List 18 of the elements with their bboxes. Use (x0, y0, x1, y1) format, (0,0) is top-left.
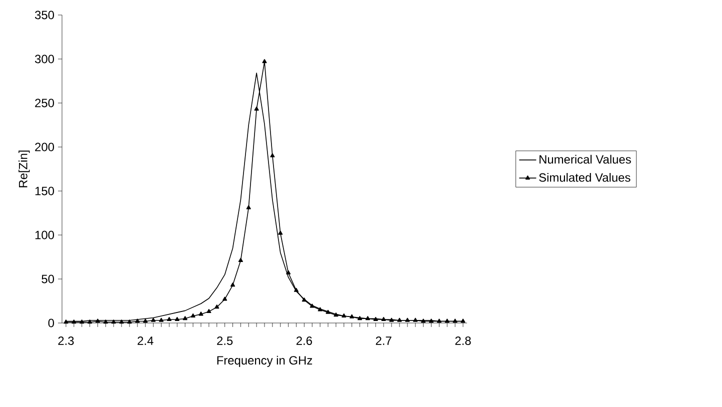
y-tick-label: 150 (35, 186, 54, 196)
legend-label: Numerical Values (540, 154, 631, 164)
x-tick-label: 2.3 (58, 336, 74, 345)
y-tick-label: 350 (34, 10, 54, 20)
y-axis-title: Re[Zin] (18, 150, 30, 188)
x-tick-label: 2.6 (296, 336, 312, 345)
y-tick-label: 0 (48, 318, 54, 328)
x-tick-label: 2.8 (455, 336, 471, 345)
y-tick-label: 100 (35, 230, 54, 240)
y-tick-label: 50 (42, 274, 54, 284)
x-tick-label: 2.7 (376, 336, 392, 345)
x-axis-title: Frequency in GHz (217, 356, 312, 367)
y-tick-label: 200 (35, 142, 54, 152)
legend-label: Simulated Values (539, 173, 630, 182)
x-tick-label: 2.4 (138, 336, 154, 345)
y-tick-label: 250 (35, 98, 54, 108)
x-tick-label: 2.5 (217, 336, 233, 345)
y-tick-label: 300 (34, 54, 54, 64)
